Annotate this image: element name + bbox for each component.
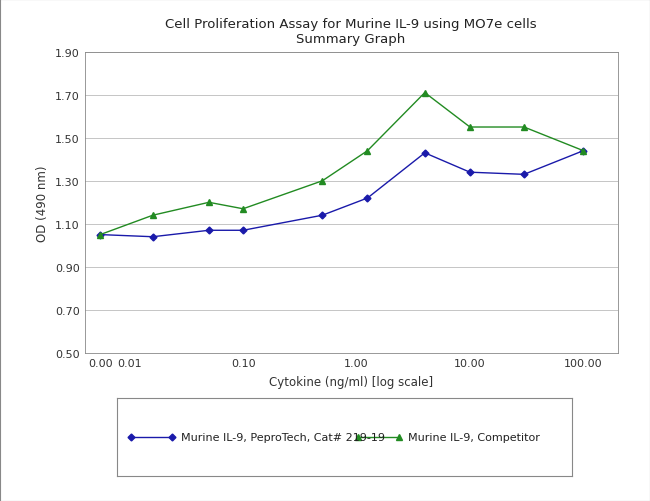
Murine IL-9, Competitor [363,148,371,154]
Murine IL-9, Competitor [466,125,474,131]
Murine IL-9, Competitor [421,90,429,96]
Murine IL-9, PeproTech, Cat# 219-19 [318,213,326,219]
Murine IL-9, Competitor [579,148,587,154]
Murine IL-9, PeproTech, Cat# 219-19 [149,234,157,240]
Murine IL-9, PeproTech, Cat# 219-19 [205,228,213,234]
Murine IL-9, PeproTech, Cat# 219-19 [363,195,371,201]
Title: Cell Proliferation Assay for Murine IL-9 using MO7e cells
Summary Graph: Cell Proliferation Assay for Murine IL-9… [165,18,537,46]
Murine IL-9, Competitor [149,213,157,219]
Text: Murine IL-9, Competitor: Murine IL-9, Competitor [408,432,540,442]
Murine IL-9, Competitor [520,125,528,131]
X-axis label: Cytokine (ng/ml) [log scale]: Cytokine (ng/ml) [log scale] [269,375,433,388]
Murine IL-9, PeproTech, Cat# 219-19 [579,148,587,154]
Murine IL-9, PeproTech, Cat# 219-19 [96,232,104,238]
Murine IL-9, Competitor [239,206,247,212]
Text: Murine IL-9, PeproTech, Cat# 219-19: Murine IL-9, PeproTech, Cat# 219-19 [181,432,385,442]
Line: Murine IL-9, PeproTech, Cat# 219-19: Murine IL-9, PeproTech, Cat# 219-19 [98,149,586,239]
Y-axis label: OD (490 nm): OD (490 nm) [36,165,49,241]
Murine IL-9, PeproTech, Cat# 219-19 [520,172,528,178]
Murine IL-9, Competitor [96,232,104,238]
Murine IL-9, PeproTech, Cat# 219-19 [239,228,247,234]
Murine IL-9, PeproTech, Cat# 219-19 [421,150,429,156]
Murine IL-9, PeproTech, Cat# 219-19 [466,170,474,176]
Murine IL-9, Competitor [318,178,326,184]
Murine IL-9, Competitor [205,200,213,206]
Line: Murine IL-9, Competitor: Murine IL-9, Competitor [97,90,587,238]
